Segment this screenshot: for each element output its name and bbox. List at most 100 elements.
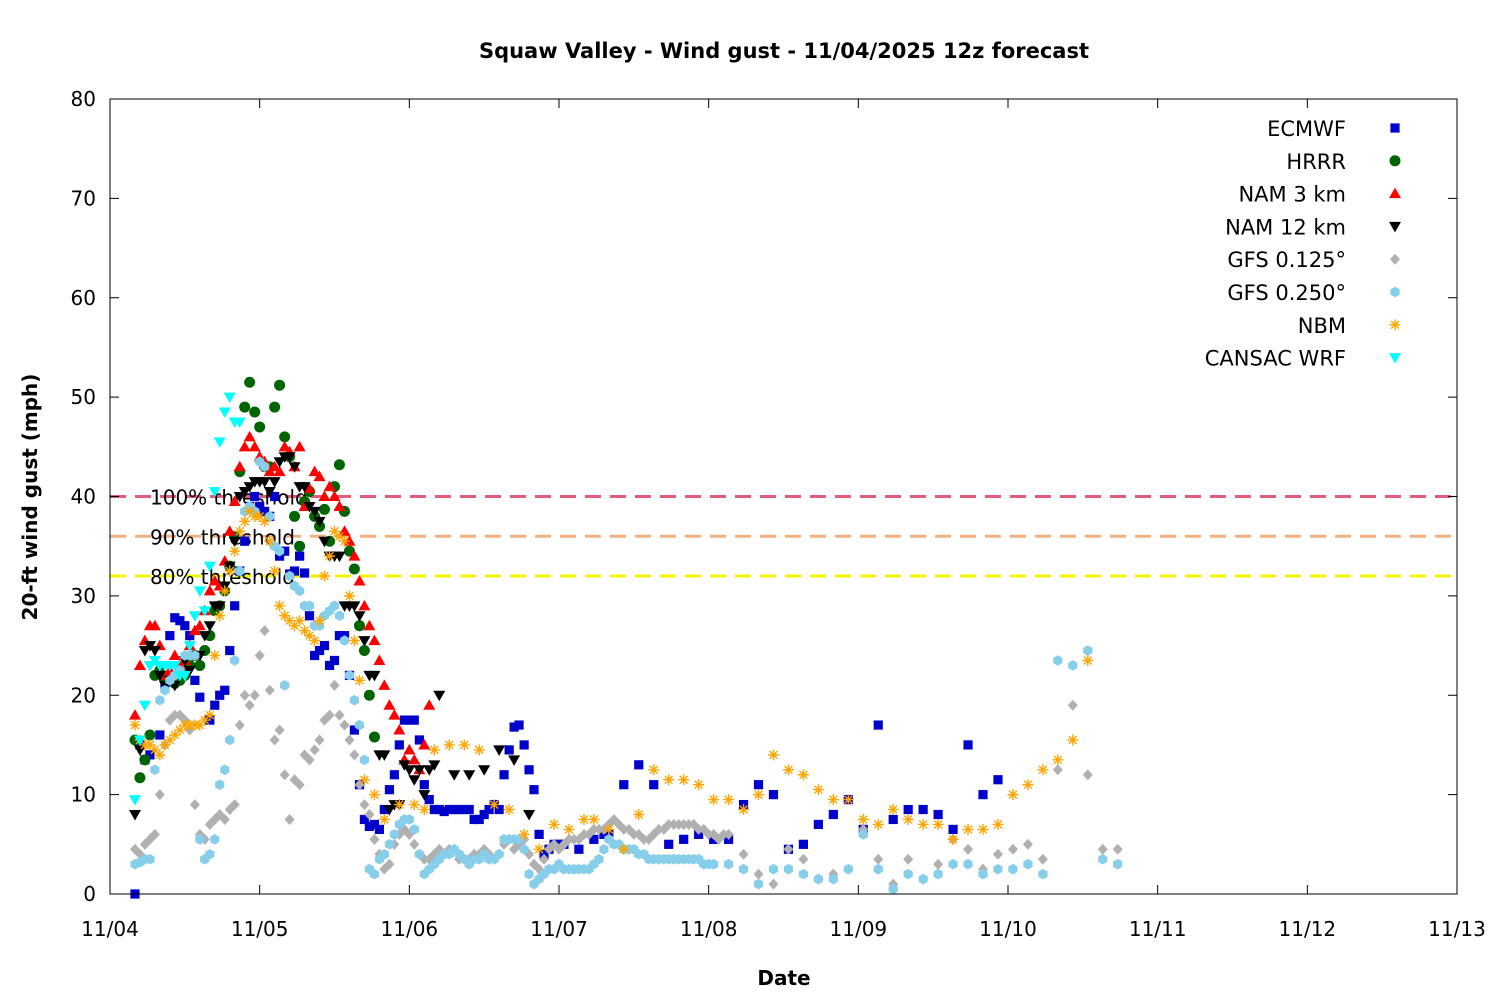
data-point-nbm <box>343 590 355 602</box>
x-tick-label: 11/09 <box>830 917 888 941</box>
data-point-cansac-wrf <box>208 487 221 498</box>
data-point-nbm <box>618 843 630 855</box>
data-point-gfs-0-250 <box>933 868 943 880</box>
data-point-gfs-0-250 <box>215 779 225 790</box>
data-point-gfs-0-250 <box>1053 655 1063 666</box>
data-point-gfs-0-125 <box>259 625 270 637</box>
data-point-ecmwf <box>225 645 235 656</box>
data-point-nam-12-km <box>423 765 436 776</box>
data-point-gfs-0-250 <box>798 868 808 880</box>
data-point-cansac-wrf <box>198 606 211 617</box>
x-tick-label: 11/10 <box>979 917 1037 941</box>
data-point-gfs-0-250 <box>354 719 365 731</box>
x-tick-label: 11/12 <box>1279 917 1337 941</box>
data-point-gfs-0-125 <box>1022 838 1033 850</box>
data-point-ecmwf <box>369 819 380 830</box>
data-point-ecmwf <box>255 501 265 512</box>
series-gfs-0-250 <box>130 456 1123 895</box>
data-point-ecmwf <box>634 760 644 770</box>
data-point-hrrr <box>348 563 360 575</box>
data-point-nam-12-km <box>433 690 446 702</box>
data-point-nam-3-km <box>373 654 386 665</box>
data-point-gfs-0-250 <box>723 858 734 870</box>
data-point-gfs-0-250 <box>1113 858 1123 870</box>
data-point-nam-12-km <box>263 487 276 498</box>
data-point-nbm <box>1067 734 1079 746</box>
data-point-nbm <box>224 565 236 577</box>
data-point-ecmwf <box>334 631 345 641</box>
data-point-nbm <box>169 729 181 741</box>
data-point-ecmwf <box>384 785 395 795</box>
data-point-nam-3-km <box>168 649 181 660</box>
data-point-gfs-0-125 <box>723 828 734 840</box>
data-point-gfs-0-250 <box>738 863 749 875</box>
data-point-nam-12-km <box>288 462 301 473</box>
data-point-gfs-0-125 <box>738 848 749 860</box>
data-point-gfs-0-250 <box>220 764 230 776</box>
data-point-gfs-0-250 <box>1083 645 1093 656</box>
data-point-hrrr <box>343 545 355 557</box>
data-point-gfs-0-125 <box>992 848 1003 860</box>
data-point-nam-12-km <box>333 551 346 563</box>
data-point-cansac-wrf <box>233 417 246 428</box>
data-point-gfs-0-125 <box>264 684 275 696</box>
data-point-gfs-0-125 <box>1082 769 1093 781</box>
legend-label-nam-12-km: NAM 12 km <box>1225 215 1346 239</box>
data-point-gfs-0-125 <box>678 818 689 830</box>
data-point-nam-3-km <box>128 709 141 720</box>
data-point-nbm <box>518 828 530 840</box>
data-point-ecmwf <box>170 613 180 623</box>
data-point-nbm <box>782 764 794 776</box>
data-point-cansac-wrf <box>218 407 231 419</box>
data-point-gfs-0-125 <box>294 779 305 791</box>
data-point-gfs-0-125 <box>753 868 764 880</box>
data-point-nbm <box>1052 754 1064 766</box>
data-series <box>128 376 1123 899</box>
data-point-ecmwf <box>753 780 764 790</box>
data-point-ecmwf <box>873 720 883 730</box>
data-point-nbm <box>234 525 246 537</box>
legend-marker-gfs-0-250 <box>1390 286 1400 298</box>
data-point-hrrr <box>239 401 251 413</box>
data-point-gfs-0-250 <box>235 565 245 577</box>
data-point-nbm <box>443 739 455 751</box>
data-point-gfs-0-125 <box>189 799 200 811</box>
data-point-gfs-0-125 <box>234 719 245 731</box>
data-point-gfs-0-250 <box>1008 863 1018 875</box>
data-point-hrrr <box>139 754 151 766</box>
x-tick-label: 11/04 <box>81 917 139 941</box>
data-point-hrrr <box>363 689 375 701</box>
legend-label-ecmwf: ECMWF <box>1267 117 1346 141</box>
legend-marker-hrrr <box>1389 155 1401 167</box>
data-point-ecmwf <box>230 601 240 611</box>
data-point-gfs-0-125 <box>783 843 794 855</box>
data-point-ecmwf <box>210 700 220 710</box>
data-point-nbm <box>353 674 365 686</box>
data-point-nbm <box>578 813 590 825</box>
data-point-ecmwf <box>190 675 200 685</box>
data-point-nbm <box>309 635 321 647</box>
data-point-gfs-0-250 <box>339 635 350 646</box>
data-point-ecmwf <box>464 804 474 815</box>
y-tick-label: 50 <box>71 385 96 409</box>
data-point-gfs-0-250 <box>304 600 315 612</box>
data-point-nbm <box>318 570 330 582</box>
data-point-gfs-0-125 <box>169 709 180 721</box>
data-point-ecmwf <box>424 794 434 805</box>
data-point-nam-12-km <box>273 457 286 468</box>
data-point-gfs-0-125 <box>693 823 704 835</box>
data-point-nbm <box>144 739 156 751</box>
data-point-nbm <box>159 739 171 751</box>
data-point-ecmwf <box>459 804 469 815</box>
data-point-hrrr <box>274 379 286 391</box>
data-point-gfs-0-125 <box>244 699 255 711</box>
x-tick-label: 11/07 <box>530 917 588 941</box>
data-point-nam-12-km <box>213 601 226 612</box>
data-point-ecmwf <box>304 611 315 621</box>
data-point-nam-12-km <box>228 536 241 548</box>
data-point-ecmwf <box>314 645 325 656</box>
data-point-nam-12-km <box>428 760 441 771</box>
data-point-nam-12-km <box>413 765 426 776</box>
data-point-gfs-0-125 <box>334 709 345 721</box>
data-point-nam-3-km <box>403 743 416 755</box>
